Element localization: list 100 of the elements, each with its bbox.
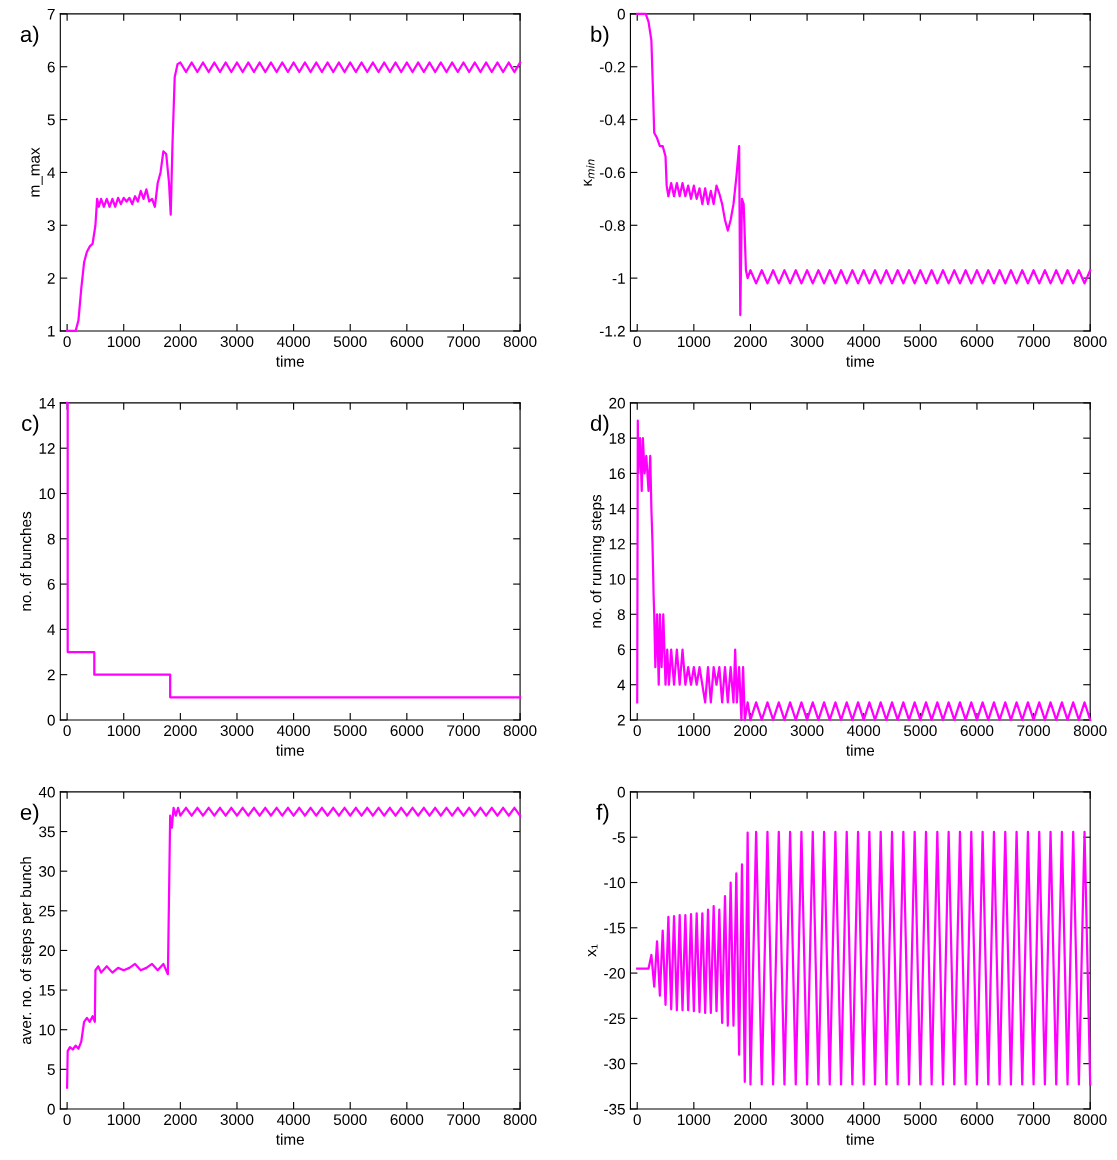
y-axis-title: x₁ xyxy=(588,944,598,957)
y-tick-label: 18 xyxy=(609,433,625,444)
y-tick-label: -0.2 xyxy=(599,61,625,73)
x-axis-title: time xyxy=(276,744,304,756)
x-tick-label: 0 xyxy=(63,1114,71,1126)
y-tick-label: -20 xyxy=(604,967,625,979)
x-tick-label: 7000 xyxy=(447,336,480,348)
y-tick-label: -0.4 xyxy=(599,114,626,126)
x-tick-label: 0 xyxy=(63,725,71,737)
y-tick-label: -35 xyxy=(604,1103,625,1115)
text: e) xyxy=(20,803,39,825)
x-tick-label: 2000 xyxy=(734,1114,767,1126)
x-tick-label: 4000 xyxy=(276,1114,310,1126)
y-tick-label: 1 xyxy=(48,325,55,337)
x-axis-title: time xyxy=(846,1133,875,1145)
line-series xyxy=(66,806,522,1089)
x-tick-label: 7000 xyxy=(1017,725,1050,737)
x-tick-label: 1000 xyxy=(678,725,711,737)
x-tick-label: 2000 xyxy=(734,725,767,737)
x-tick-label: 3000 xyxy=(220,1114,254,1126)
y-tick-label: 7 xyxy=(47,8,55,20)
y-tick-label: 6 xyxy=(47,578,55,590)
x-tick-label: 8000 xyxy=(503,336,537,348)
x-tick-label: 6000 xyxy=(390,725,424,737)
y-tick-label: 0 xyxy=(47,714,55,726)
x-tick-label: 4000 xyxy=(847,725,881,737)
text: a) xyxy=(20,25,39,47)
y-tick-label: 12 xyxy=(39,443,55,454)
x-tick-label: 7000 xyxy=(1017,1114,1050,1126)
x-tick-label: 0 xyxy=(633,725,641,737)
y-tick-label: 10 xyxy=(39,1024,55,1036)
x-axis-title: time xyxy=(276,355,304,367)
x-tick-label: 2000 xyxy=(164,725,197,737)
y-tick-label: 40 xyxy=(38,786,55,798)
y-tick-label: -25 xyxy=(604,1013,625,1025)
y-tick-label: 3 xyxy=(47,220,55,231)
line-series xyxy=(636,830,1092,1086)
x-tick-label: 5000 xyxy=(333,336,367,348)
y-tick-label: 2 xyxy=(617,714,625,726)
text: f) xyxy=(596,803,609,825)
y-tick-label: -0.8 xyxy=(599,220,625,231)
y-axis-title: m_max xyxy=(31,147,43,197)
x-tick-label: 2000 xyxy=(164,1114,197,1126)
x-tick-label: 2000 xyxy=(164,336,197,348)
y-axis-title: no. of running steps xyxy=(590,494,605,628)
text: b) xyxy=(591,25,609,47)
x-axis-title: time xyxy=(846,744,875,756)
x-tick-label: 6000 xyxy=(390,336,424,348)
y-tick-label: 30 xyxy=(39,866,55,877)
x-tick-label: 5000 xyxy=(903,1114,937,1126)
y-tick-label: 0 xyxy=(617,8,625,20)
x-tick-label: 5000 xyxy=(333,725,367,737)
y-tick-label: 14 xyxy=(39,397,56,409)
y-tick-label: 6 xyxy=(47,61,55,73)
y-tick-label: 25 xyxy=(39,905,55,917)
x-tick-label: 3000 xyxy=(220,336,254,348)
line-series xyxy=(636,12,1092,317)
x-tick-label: 1000 xyxy=(678,336,711,348)
y-tick-label: 4 xyxy=(617,679,626,691)
y-tick-label: 20 xyxy=(39,945,55,957)
y-tick-label: -10 xyxy=(604,877,625,889)
x-tick-label: 8000 xyxy=(503,1114,537,1126)
text: c) xyxy=(22,414,39,436)
y-tick-label: -1.2 xyxy=(599,325,625,337)
x-tick-label: 6000 xyxy=(960,336,994,348)
x-tick-label: 3000 xyxy=(790,336,824,348)
x-axis-title: time xyxy=(276,1133,304,1145)
x-tick-label: 1000 xyxy=(107,336,141,348)
y-tick-label: 12 xyxy=(609,538,625,550)
x-tick-label: 1000 xyxy=(678,1114,711,1126)
x-tick-label: 1000 xyxy=(107,725,141,737)
y-tick-label: 6 xyxy=(617,644,625,656)
x-tick-label: 4000 xyxy=(847,1114,881,1126)
x-tick-label: 4000 xyxy=(276,336,310,348)
x-tick-label: 1000 xyxy=(107,1114,141,1126)
y-tick-label: 35 xyxy=(39,826,55,838)
x-tick-label: 7000 xyxy=(1017,336,1050,348)
y-tick-label: -0.6 xyxy=(599,167,625,179)
y-tick-label: -15 xyxy=(604,922,625,934)
x-tick-label: 3000 xyxy=(790,725,824,737)
x-tick-label: 5000 xyxy=(903,336,937,348)
x-tick-label: 6000 xyxy=(960,1114,994,1126)
y-tick-label: 4 xyxy=(47,167,56,178)
x-tick-label: 0 xyxy=(63,336,71,348)
y-tick-label: 2 xyxy=(47,669,55,681)
y-tick-label: 2 xyxy=(47,272,55,284)
y-tick-label: 0 xyxy=(47,1103,55,1115)
y-tick-label: 4 xyxy=(47,624,56,635)
x-tick-label: 3000 xyxy=(790,1114,824,1126)
x-tick-label: 5000 xyxy=(903,725,937,737)
y-tick-label: 10 xyxy=(609,573,625,585)
y-tick-label: 8 xyxy=(47,533,55,545)
x-tick-label: 7000 xyxy=(447,725,480,737)
line-series xyxy=(636,419,1092,722)
y-axis-title: no. of bunches xyxy=(20,511,32,611)
x-tick-label: 0 xyxy=(633,1114,641,1126)
y-tick-label: 5 xyxy=(47,114,55,126)
y-tick-label: 0 xyxy=(617,786,625,798)
x-tick-label: 8000 xyxy=(503,725,537,737)
x-tick-label: 3000 xyxy=(220,725,254,737)
